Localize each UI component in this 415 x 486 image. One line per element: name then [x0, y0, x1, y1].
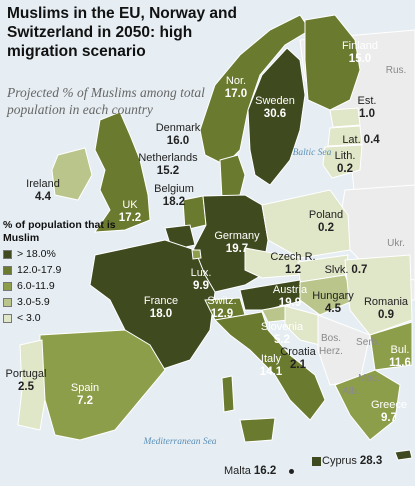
- sweden-shape: [247, 47, 306, 186]
- label-malta: Malta 16.2: [224, 465, 277, 477]
- label-serbia: Serb.: [356, 337, 380, 348]
- italy-shape: [213, 311, 326, 421]
- legend-swatch: [3, 249, 12, 259]
- romania-shape: [344, 254, 413, 336]
- uk-shape: [94, 111, 151, 233]
- croatia-shape: [284, 305, 321, 346]
- label-macedonia: Mac.: [358, 373, 380, 384]
- map-subtitle: Projected % of Muslims among total popul…: [7, 85, 205, 117]
- poland-shape: [261, 189, 351, 259]
- portugal-shape: [17, 339, 46, 431]
- label-albania: Alb.: [342, 386, 360, 397]
- cyprus-swatch: [312, 457, 321, 466]
- legend-label: > 18.0%: [17, 248, 56, 260]
- hungary-shape: [299, 274, 356, 316]
- legend-swatch: [3, 265, 12, 275]
- sea-label-baltic: Baltic Sea: [292, 148, 332, 158]
- legend-item: 12.0-17.9: [3, 263, 123, 277]
- lithuania-shape: [322, 144, 363, 179]
- label-luxembourg: Lux. 9.9: [190, 267, 212, 292]
- malta-dot: [289, 469, 294, 474]
- label-france: France 18.0: [143, 295, 179, 320]
- label-estonia: Est. 1.0: [357, 95, 377, 120]
- label-romania: Romania 0.9: [363, 296, 409, 321]
- legend-swatch: [3, 281, 12, 291]
- ireland-shape: [51, 147, 93, 201]
- label-lithuania: Lith. 0.2: [334, 150, 356, 175]
- sea-label-mediterranean: Mediterranean Sea: [143, 437, 217, 447]
- legend-title: % of population that is Muslim: [3, 219, 116, 244]
- label-portugal: Portugal 2.5: [5, 368, 47, 393]
- cyprus-shape: [394, 449, 413, 461]
- finland-shape: [304, 14, 361, 111]
- legend: % of population that is Muslim > 18.0% 1…: [3, 219, 123, 325]
- legend-item: < 3.0: [3, 311, 123, 325]
- label-croatia: Croatia 2.1: [280, 346, 316, 371]
- label-germany: Germany 19.7: [214, 230, 260, 255]
- label-netherlands: Netherlands 15.2: [138, 152, 198, 177]
- sardinia-shape: [221, 375, 235, 413]
- map-title: Muslims in the EU, Norway and Switzerlan…: [7, 5, 237, 60]
- legend-item: 6.0-11.9: [3, 279, 123, 293]
- legend-label: 3.0-5.9: [17, 296, 50, 308]
- label-bosnia: Bos. Herz.: [319, 333, 343, 357]
- label-cyprus: Cyprus 28.3: [322, 455, 383, 467]
- legend-label: 6.0-11.9: [17, 280, 55, 292]
- label-norway: Nor. 17.0: [224, 75, 248, 100]
- legend-item: 3.0-5.9: [3, 295, 123, 309]
- estonia-shape: [329, 107, 361, 128]
- label-slovenia: Slovenia 5.2: [260, 321, 304, 346]
- label-ukraine: Ukr.: [387, 238, 405, 249]
- legend-label: < 3.0: [17, 312, 41, 324]
- label-poland: Poland 0.2: [308, 209, 344, 234]
- label-ireland: Ireland 4.4: [26, 178, 60, 203]
- bulgaria-shape: [369, 321, 413, 371]
- label-sweden: Sweden 30.6: [255, 95, 295, 120]
- label-hungary: Hungary 4.5: [312, 290, 354, 315]
- legend-item: > 18.0%: [3, 247, 123, 261]
- label-latvia: Lat. 0.4: [342, 134, 380, 146]
- label-switzerland: Switz. 12.9: [207, 295, 237, 320]
- label-slovakia: Slvk. 0.7: [324, 264, 368, 276]
- label-denmark: Denmark 16.0: [155, 122, 201, 147]
- label-finland: Finland 15.0: [341, 40, 379, 65]
- sicily-shape: [239, 417, 276, 443]
- label-austria: Austria 19.9: [272, 284, 308, 309]
- label-belgium: Belgium 18.2: [154, 183, 194, 208]
- latvia-shape: [327, 125, 363, 147]
- label-czech: Czech R. 1.2: [270, 251, 316, 276]
- denmark-shape: [219, 154, 246, 199]
- czech-shape: [244, 247, 301, 279]
- legend-swatch: [3, 297, 12, 307]
- label-greece: Greece 9.7: [370, 399, 408, 424]
- label-uk: UK 17.2: [118, 199, 142, 224]
- austria-shape: [239, 279, 306, 311]
- label-spain: Spain 7.2: [70, 382, 100, 407]
- greece-shape: [334, 369, 401, 441]
- label-bulgaria: Bul. 11.6: [389, 344, 411, 369]
- label-italy: Italy 14.1: [259, 353, 283, 378]
- label-russia: Rus.: [385, 65, 407, 76]
- luxembourg-shape: [191, 249, 202, 260]
- legend-swatch: [3, 313, 12, 323]
- legend-label: 12.0-17.9: [17, 264, 62, 276]
